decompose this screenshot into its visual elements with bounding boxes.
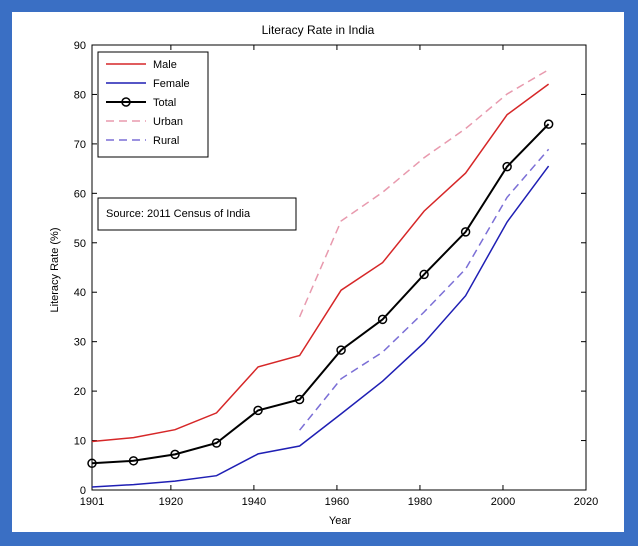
y-tick-label: 20 <box>74 386 86 398</box>
x-tick-label: 1920 <box>159 496 183 508</box>
y-axis-label: Literacy Rate (%) <box>49 228 61 313</box>
data-point-total <box>336 345 346 355</box>
source-annotation-box: Source: 2011 Census of India <box>97 197 297 231</box>
y-tick-label: 60 <box>74 188 86 200</box>
x-axis-label: Year <box>329 515 352 527</box>
series-line-male <box>91 83 550 443</box>
data-point-total <box>87 458 97 469</box>
x-tick-label: 2020 <box>574 496 598 508</box>
series-line-rural <box>299 148 550 431</box>
y-tick-label: 50 <box>74 238 86 250</box>
legend-label-male: Male <box>153 59 177 71</box>
literacy-line-chart: Literacy Rate in India Year Literacy Rat… <box>49 23 598 527</box>
data-point-total <box>128 456 139 466</box>
series-line-total <box>91 123 550 465</box>
y-tick-label: 40 <box>74 287 86 299</box>
legend-label-urban: Urban <box>153 116 183 128</box>
data-point-total <box>543 119 554 129</box>
legend-label-rural: Rural <box>153 135 179 147</box>
x-tick-label: 2000 <box>491 496 515 508</box>
x-tick-label: 1940 <box>242 496 266 508</box>
x-tick-label: 1960 <box>325 496 349 508</box>
legend-label-total: Total <box>153 97 176 109</box>
data-point-total <box>294 394 305 405</box>
series-lines <box>91 69 550 488</box>
data-point-total <box>502 161 512 172</box>
y-tick-label: 90 <box>74 40 86 52</box>
legend-label-female: Female <box>153 78 190 90</box>
axis-ticks: 0 10 20 30 40 50 60 70 80 90 1901 1920 1940 1960 1980 2… <box>74 40 598 508</box>
data-point-total <box>377 314 388 325</box>
y-tick-label: 10 <box>74 436 86 448</box>
y-tick-label: 0 <box>80 485 86 497</box>
series-line-female <box>91 165 550 488</box>
source-annotation: Source: 2011 Census of India <box>106 208 251 220</box>
data-point-total <box>170 449 180 460</box>
y-tick-label: 80 <box>74 89 86 101</box>
data-point-total <box>253 405 263 416</box>
data-point-total <box>460 227 471 237</box>
y-tick-label: 70 <box>74 139 86 151</box>
series-line-urban <box>298 69 549 318</box>
x-tick-label: 1980 <box>408 496 432 508</box>
legend-box <box>97 51 209 158</box>
chart-title: Literacy Rate in India <box>262 23 375 37</box>
data-point-total <box>419 269 429 280</box>
plot-area <box>91 44 587 491</box>
series-markers <box>87 119 554 469</box>
legend: Male Female Total Urban Rural <box>97 51 209 158</box>
figure-canvas: Literacy Rate in India Year Literacy Rat… <box>12 12 624 532</box>
plot-border <box>91 44 587 491</box>
legend-marker-total <box>121 97 131 107</box>
y-tick-label: 30 <box>74 337 86 349</box>
x-tick-label: 1901 <box>80 496 104 508</box>
data-point-total <box>211 438 222 448</box>
